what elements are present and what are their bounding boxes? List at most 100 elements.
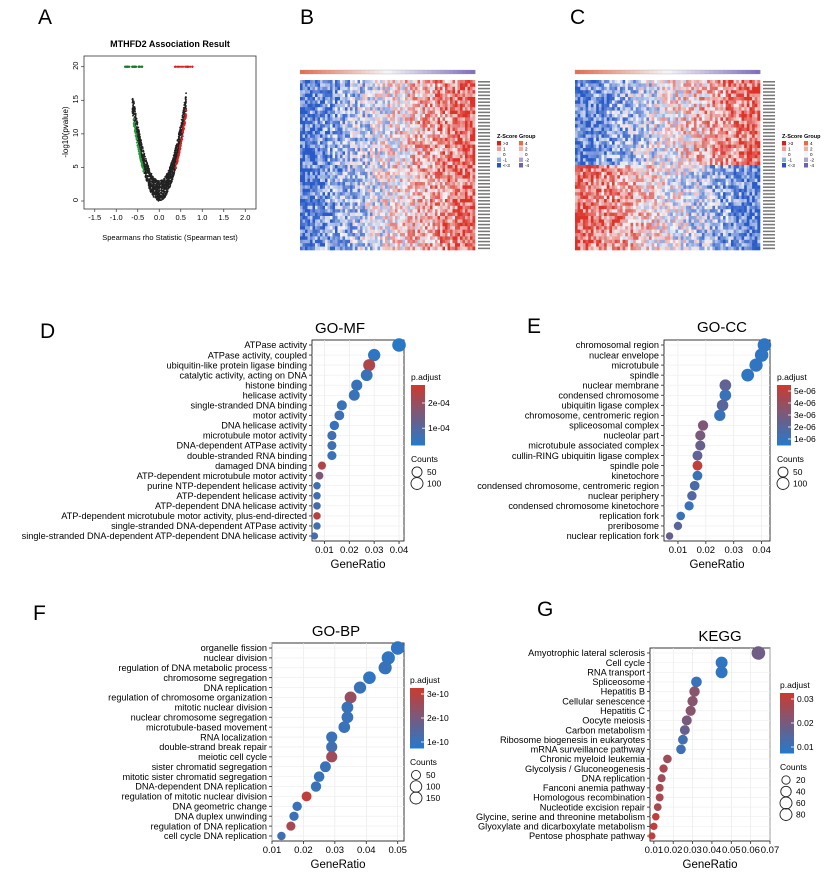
heatmap-cell <box>445 229 448 234</box>
heatmap-cell <box>332 83 336 88</box>
heatmap-cell <box>340 120 343 125</box>
heatmap-cell <box>440 141 443 145</box>
heatmap-cell <box>412 114 416 118</box>
heatmap-cell <box>387 131 391 135</box>
heatmap-cell <box>340 212 343 217</box>
heatmap-cell <box>380 226 383 230</box>
heatmap-cell <box>417 171 421 176</box>
heatmap-cell <box>310 236 313 241</box>
heatmap-cell <box>357 141 361 145</box>
volcano-point-top <box>140 65 143 68</box>
heatmap-cell <box>402 171 406 176</box>
heatmap-cell <box>410 168 413 173</box>
heatmap-cell <box>397 192 401 196</box>
heatmap-cell <box>402 100 406 105</box>
heatmap-cell <box>370 178 373 183</box>
heatmap-cell <box>392 222 396 227</box>
heatmap-cell <box>302 141 306 145</box>
heatmap-cell <box>390 229 393 234</box>
heatmap-cell <box>422 219 426 224</box>
heatmap-cell <box>347 205 351 210</box>
heatmap-cell <box>382 229 386 234</box>
heatmap-cell <box>435 168 438 173</box>
heatmap-cell <box>440 212 443 217</box>
heatmap-cell <box>312 114 316 118</box>
volcano-xtick-label: -1.0 <box>110 213 123 222</box>
heatmap-cell <box>470 97 473 101</box>
heatmap-cell <box>402 161 406 166</box>
heatmap-group-bar <box>448 70 454 74</box>
heatmap-group-bar <box>343 70 349 74</box>
volcano-point-pos <box>177 154 180 157</box>
heatmap-cell <box>420 154 423 159</box>
heatmap-cell <box>337 86 341 91</box>
heatmap-cell <box>300 185 303 190</box>
heatmap-cell <box>330 158 333 162</box>
heatmap-cell <box>317 239 321 244</box>
heatmap-cell <box>417 178 421 183</box>
volcano-point <box>165 180 167 183</box>
heatmap-cell <box>325 209 328 213</box>
heatmap-cell <box>350 117 353 122</box>
heatmap-cell <box>317 144 321 149</box>
heatmap-cell <box>417 134 421 139</box>
heatmap-cell <box>317 110 321 115</box>
heatmap-cell <box>342 233 346 237</box>
heatmap-cell <box>322 83 326 88</box>
heatmap-cell <box>462 158 466 162</box>
heatmap-cell <box>340 178 343 183</box>
heatmap-cell <box>417 233 421 237</box>
heatmap-cell <box>447 151 451 156</box>
heatmap-cell <box>342 216 346 220</box>
heatmap-cell <box>325 188 328 193</box>
heatmap-cell <box>425 154 428 159</box>
heatmap-cell <box>417 158 421 162</box>
heatmap-cell <box>460 117 463 122</box>
heatmap-cell <box>372 205 376 210</box>
heatmap-cell <box>410 151 413 156</box>
heatmap-cell <box>342 202 346 207</box>
heatmap-cell <box>317 131 321 135</box>
heatmap-cell <box>300 103 303 108</box>
heatmap-cell <box>455 124 458 128</box>
heatmap-cell <box>380 229 383 234</box>
heatmap-cell <box>382 148 386 152</box>
heatmap-cell <box>437 168 441 173</box>
heatmap-cell <box>335 124 338 128</box>
heatmap-cell <box>337 90 341 94</box>
heatmap-cell <box>457 209 461 213</box>
heatmap-cell <box>447 161 451 166</box>
heatmap-cell <box>377 185 381 190</box>
volcano-point <box>157 198 160 201</box>
heatmap-cell <box>442 83 446 88</box>
heatmap-cell <box>435 185 438 190</box>
heatmap-cell <box>430 185 433 190</box>
heatmap-cell <box>387 86 391 91</box>
heatmap-cell <box>427 233 431 237</box>
heatmap-cell <box>405 97 408 101</box>
heatmap-cell <box>362 83 366 88</box>
heatmap-cell <box>455 226 458 230</box>
heatmap-cell <box>325 90 328 94</box>
heatmap-cell <box>320 144 323 149</box>
volcano-point <box>169 179 171 182</box>
heatmap-cell <box>452 202 456 207</box>
heatmap-cell <box>432 219 436 224</box>
heatmap-cell <box>405 131 408 135</box>
heatmap-cell <box>417 212 421 217</box>
heatmap-cell <box>360 103 363 108</box>
heatmap-cell <box>380 202 383 207</box>
heatmap-cell <box>447 103 451 108</box>
heatmap-cell <box>385 188 388 193</box>
heatmap-cell <box>467 141 471 145</box>
volcano-point <box>179 126 181 129</box>
heatmap-cell <box>302 219 306 224</box>
heatmap-cell <box>362 151 366 156</box>
volcano-xtick-label: 0.0 <box>154 213 164 222</box>
heatmap-cell <box>435 127 438 132</box>
heatmap-cell <box>467 188 471 193</box>
heatmap-cell <box>345 151 348 156</box>
heatmap-cell <box>425 117 428 122</box>
volcano-point <box>182 110 185 113</box>
heatmap-cell <box>377 202 381 207</box>
